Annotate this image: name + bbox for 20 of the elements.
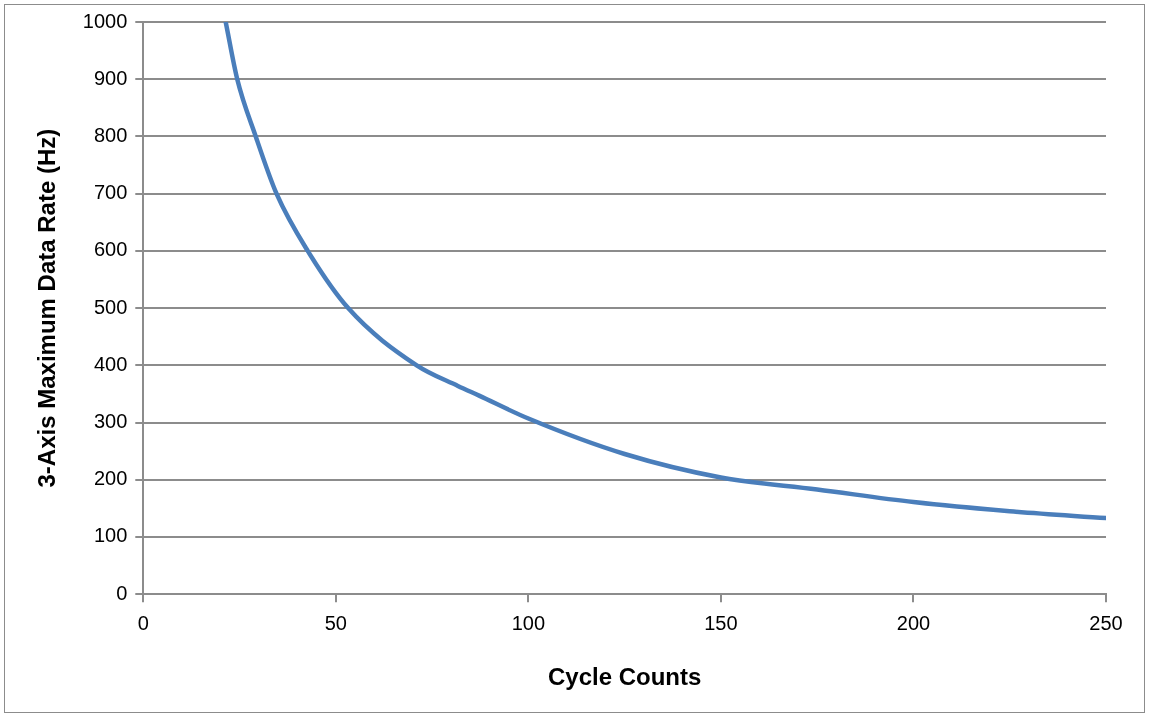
y-tick-label: 1000 bbox=[82, 9, 128, 32]
x-tick-label: 50 bbox=[324, 611, 347, 634]
x-tick-label: 200 bbox=[896, 611, 931, 634]
y-tick-label: 800 bbox=[93, 123, 128, 146]
x-tick-label: 150 bbox=[704, 611, 738, 634]
y-axis-title: 3-Axis Maximum Data Rate (Hz) bbox=[33, 128, 61, 488]
y-tick-label: 500 bbox=[93, 295, 128, 318]
y-tick-label: 600 bbox=[93, 238, 128, 261]
y-tick-label: 0 bbox=[116, 581, 128, 604]
y-tick-label: 900 bbox=[93, 66, 128, 89]
x-tick-label: 0 bbox=[137, 611, 149, 634]
y-tick-label: 300 bbox=[93, 410, 128, 433]
y-tick-label: 700 bbox=[93, 181, 128, 204]
line-series bbox=[223, 22, 1106, 521]
y-tick-label: 400 bbox=[93, 352, 128, 375]
x-axis-title: Cycle Counts bbox=[547, 663, 702, 691]
x-tick-label: 250 bbox=[1089, 611, 1123, 634]
y-tick-label: 100 bbox=[93, 524, 128, 547]
y-tick-label: 200 bbox=[93, 467, 128, 490]
x-tick-label: 100 bbox=[511, 611, 546, 634]
